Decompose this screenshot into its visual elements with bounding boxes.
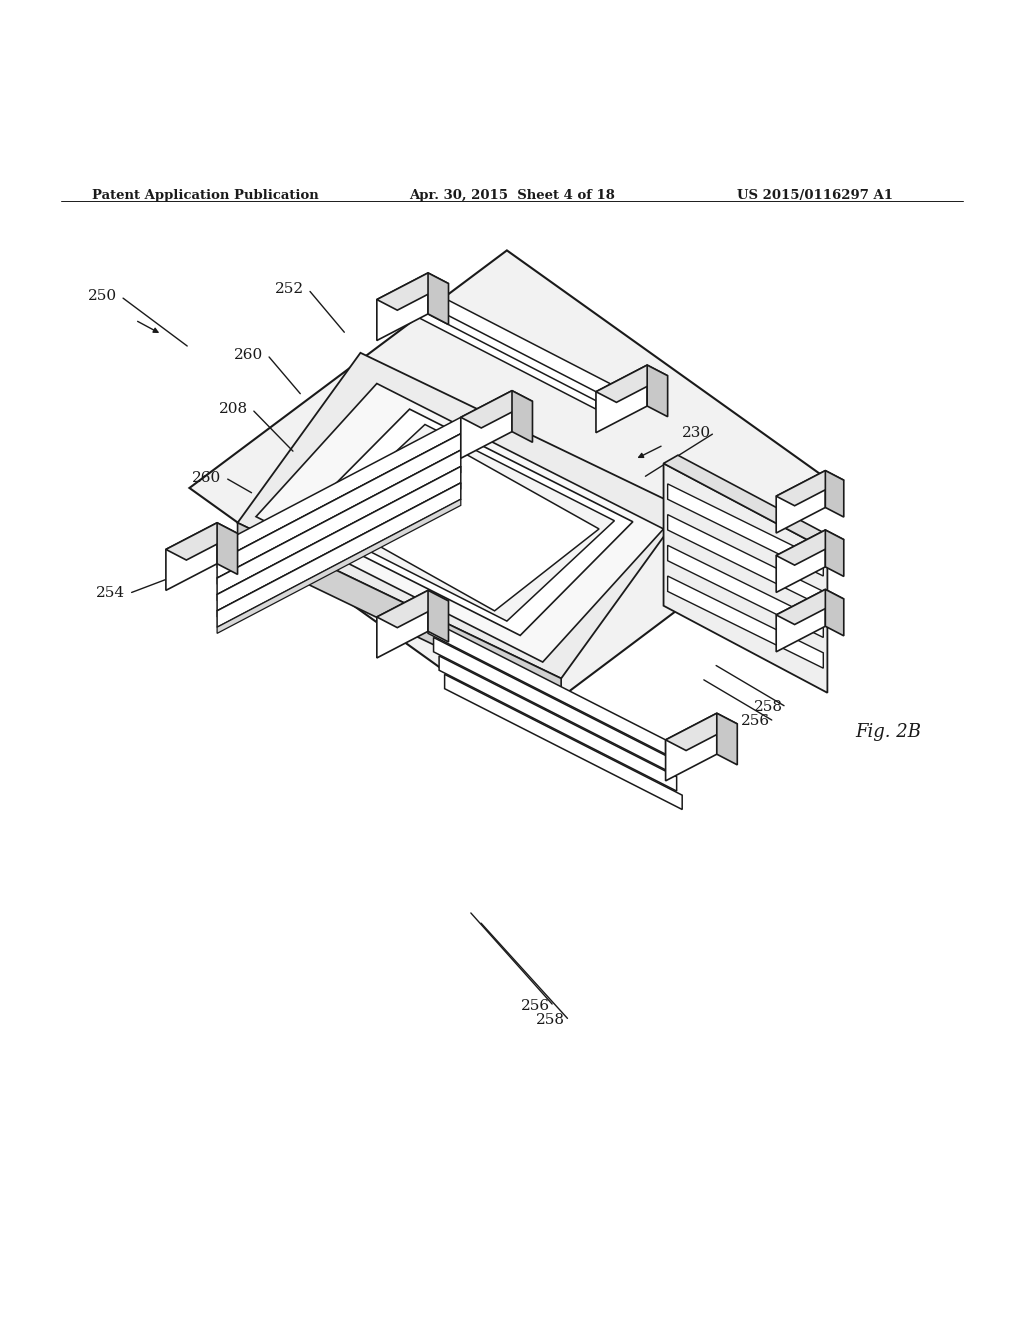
Polygon shape [444, 675, 682, 809]
Polygon shape [825, 590, 844, 636]
Polygon shape [217, 434, 461, 578]
Polygon shape [668, 515, 823, 607]
Polygon shape [825, 471, 844, 517]
Polygon shape [217, 466, 461, 601]
Polygon shape [666, 713, 737, 751]
Polygon shape [377, 273, 428, 341]
Polygon shape [189, 251, 840, 726]
Polygon shape [336, 440, 599, 611]
Polygon shape [166, 523, 238, 560]
Polygon shape [217, 417, 461, 562]
Polygon shape [461, 391, 532, 428]
Polygon shape [217, 466, 461, 611]
Polygon shape [439, 656, 677, 791]
Polygon shape [668, 576, 823, 668]
Text: 256: 256 [521, 999, 550, 1014]
Text: 230: 230 [682, 425, 711, 440]
Polygon shape [666, 713, 717, 781]
Polygon shape [776, 531, 844, 565]
Polygon shape [664, 455, 842, 550]
Polygon shape [825, 531, 844, 577]
Polygon shape [217, 450, 461, 585]
Polygon shape [776, 471, 844, 506]
Polygon shape [428, 590, 449, 642]
Polygon shape [776, 590, 825, 652]
Text: 252: 252 [275, 282, 304, 296]
Polygon shape [238, 352, 684, 678]
Polygon shape [776, 590, 844, 624]
Polygon shape [217, 483, 461, 616]
Polygon shape [776, 471, 825, 533]
Text: 258: 258 [537, 1014, 565, 1027]
Text: 260: 260 [193, 471, 221, 484]
Polygon shape [217, 450, 461, 594]
Text: Patent Application Publication: Patent Application Publication [92, 189, 318, 202]
Polygon shape [217, 499, 461, 634]
Polygon shape [596, 366, 668, 403]
Text: 256: 256 [741, 714, 770, 729]
Polygon shape [418, 293, 612, 409]
Text: 258: 258 [754, 700, 782, 714]
Polygon shape [238, 523, 561, 706]
Polygon shape [717, 713, 737, 764]
Polygon shape [166, 523, 217, 590]
Polygon shape [664, 463, 827, 693]
Text: Fig. 2B: Fig. 2B [855, 722, 921, 741]
Polygon shape [435, 293, 630, 409]
Polygon shape [217, 434, 461, 568]
Polygon shape [647, 366, 668, 417]
Polygon shape [512, 391, 532, 442]
Text: 208: 208 [219, 403, 248, 416]
Text: Apr. 30, 2015  Sheet 4 of 18: Apr. 30, 2015 Sheet 4 of 18 [410, 189, 615, 202]
Polygon shape [317, 425, 614, 622]
Polygon shape [596, 366, 647, 433]
Polygon shape [428, 273, 449, 325]
Polygon shape [377, 590, 449, 627]
Polygon shape [428, 619, 666, 754]
Text: 260: 260 [234, 348, 263, 362]
Polygon shape [377, 590, 428, 657]
Text: 250: 250 [88, 289, 117, 304]
Text: 254: 254 [96, 586, 125, 601]
Polygon shape [256, 384, 664, 663]
Polygon shape [668, 545, 823, 638]
Polygon shape [461, 391, 512, 458]
Polygon shape [433, 638, 671, 772]
Polygon shape [401, 293, 596, 409]
Text: US 2015/0116297 A1: US 2015/0116297 A1 [737, 189, 893, 202]
Polygon shape [776, 531, 825, 593]
Polygon shape [668, 484, 823, 576]
Polygon shape [377, 273, 449, 310]
Polygon shape [297, 409, 633, 635]
Polygon shape [217, 523, 238, 574]
Polygon shape [217, 483, 461, 627]
